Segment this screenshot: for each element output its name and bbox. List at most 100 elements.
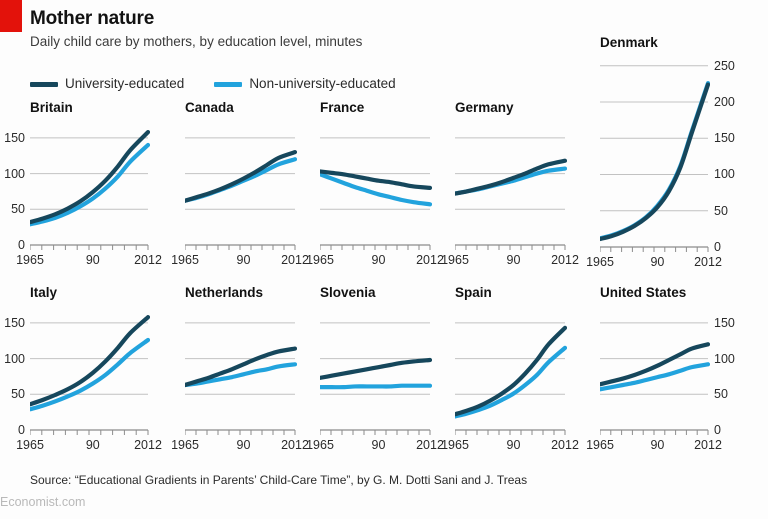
economist-red-tab bbox=[0, 0, 22, 32]
panel-denmark: Denmark 0 50 100 150 200 250 1965 90 2012 bbox=[586, 35, 748, 285]
panel-germany: Germany 1965 90 2012 bbox=[441, 100, 605, 285]
x-axis-tick-label: 2012 bbox=[281, 438, 309, 452]
source-note: Source: “Educational Gradients in Parent… bbox=[30, 473, 528, 487]
panel-britain: Britain 0 50 100 150 1965 90 2012 bbox=[4, 100, 188, 285]
x-axis-tick-label: 2012 bbox=[694, 255, 722, 269]
panel-slovenia: Slovenia 1965 90 2012 bbox=[306, 285, 470, 470]
legend-swatch-university bbox=[30, 81, 58, 87]
x-axis-tick-label: 1965 bbox=[441, 253, 469, 267]
panel-title: United States bbox=[600, 285, 687, 300]
panel-united-states: United States 0 50 100 150 1965 90 2012 bbox=[586, 285, 748, 470]
series-line-university bbox=[320, 169, 432, 190]
x-axis-tick-label: 2012 bbox=[281, 253, 309, 267]
small-multiples-grid: Britain 0 50 100 150 1965 90 2012 Canada 1965 90 20… bbox=[0, 35, 768, 465]
y-axis-tick-label: 0 bbox=[18, 238, 25, 252]
x-axis-tick-label: 1965 bbox=[171, 253, 199, 267]
series-line-university bbox=[185, 346, 297, 388]
page-subtitle: Daily child care by mothers, by educatio… bbox=[30, 34, 363, 49]
chart-header: Mother nature Daily child care by mother… bbox=[30, 8, 740, 50]
x-axis-tick-label: 2012 bbox=[694, 438, 722, 452]
series-line-non-university bbox=[600, 81, 710, 241]
x-axis-tick-label: 1965 bbox=[586, 438, 614, 452]
panel-italy: Italy 0 50 100 150 1965 90 2012 bbox=[4, 285, 188, 470]
y-axis-tick-label: 0 bbox=[714, 240, 721, 254]
series-line-university bbox=[455, 325, 567, 417]
y-axis-tick-label: 50 bbox=[11, 202, 25, 217]
plot-area bbox=[30, 315, 150, 435]
series-line-university bbox=[30, 315, 150, 407]
panel-title: Italy bbox=[30, 285, 58, 300]
plot-area bbox=[600, 65, 710, 252]
panel-netherlands: Netherlands 1965 90 2012 bbox=[171, 285, 335, 470]
series-line-non-university bbox=[455, 345, 567, 419]
y-axis-tick-label: 150 bbox=[714, 131, 735, 146]
x-axis-tick-label: 90 bbox=[85, 253, 100, 267]
x-axis-tick-label: 1965 bbox=[306, 438, 334, 452]
panel-title: Denmark bbox=[600, 35, 658, 50]
x-axis-tick-label: 2012 bbox=[416, 438, 444, 452]
plot-area bbox=[320, 322, 432, 435]
panel-france: France 1965 90 2012 bbox=[306, 100, 470, 285]
x-axis-tick-label: 90 bbox=[236, 438, 251, 452]
x-axis-tick-label: 1965 bbox=[171, 438, 199, 452]
series-line-university bbox=[185, 150, 297, 203]
y-axis-tick-label: 100 bbox=[4, 166, 25, 181]
x-axis-tick-label: 90 bbox=[650, 255, 665, 269]
x-axis-tick-label: 90 bbox=[236, 253, 251, 267]
panel-title: Slovenia bbox=[320, 285, 376, 300]
series-line-university bbox=[455, 158, 567, 196]
x-axis-tick-label: 2012 bbox=[134, 253, 162, 267]
y-axis-tick-label: 100 bbox=[714, 167, 735, 182]
x-axis-tick-label: 2012 bbox=[416, 253, 444, 267]
x-axis-tick-label: 90 bbox=[85, 438, 100, 452]
series-line-non-university bbox=[320, 383, 432, 390]
legend-item-non-university: Non-university-educated bbox=[214, 76, 396, 92]
economist-footer: Economist.com bbox=[0, 495, 86, 509]
x-axis-tick-label: 90 bbox=[371, 253, 386, 267]
x-axis-tick-label: 1965 bbox=[306, 253, 334, 267]
y-axis-tick-label: 50 bbox=[714, 387, 728, 402]
plot-area bbox=[30, 130, 150, 250]
panel-title: Netherlands bbox=[185, 285, 264, 300]
y-axis-tick-label: 0 bbox=[18, 423, 25, 437]
series-line-non-university bbox=[30, 337, 150, 412]
y-axis-tick-label: 200 bbox=[714, 94, 735, 109]
x-axis-tick-label: 2012 bbox=[134, 438, 162, 452]
page-title: Mother nature bbox=[30, 8, 155, 29]
x-axis-tick-label: 1965 bbox=[586, 255, 614, 269]
series-line-non-university bbox=[600, 362, 710, 392]
legend-label-non-university: Non-university-educated bbox=[249, 76, 396, 91]
plot-area bbox=[600, 322, 710, 435]
legend-label-university: University-educated bbox=[65, 76, 185, 91]
series-line-university bbox=[30, 130, 150, 225]
x-axis-tick-label: 90 bbox=[650, 438, 665, 452]
y-axis-tick-label: 250 bbox=[714, 58, 735, 73]
panel-title: Spain bbox=[455, 285, 492, 300]
legend-swatch-non-university bbox=[214, 81, 243, 87]
legend-item-university: University-educated bbox=[30, 76, 184, 92]
x-axis-tick-label: 90 bbox=[371, 438, 386, 452]
panel-title: Canada bbox=[185, 100, 234, 115]
y-axis-tick-label: 50 bbox=[11, 387, 25, 402]
plot-area bbox=[185, 322, 297, 435]
x-axis-tick-label: 90 bbox=[506, 438, 521, 452]
series-line-non-university bbox=[320, 172, 432, 207]
y-axis-tick-label: 100 bbox=[714, 351, 735, 366]
y-axis-tick-label: 100 bbox=[4, 351, 25, 366]
panel-title: Britain bbox=[30, 100, 73, 115]
x-axis-tick-label: 1965 bbox=[16, 438, 44, 452]
series-line-university bbox=[320, 357, 432, 380]
x-axis-tick-label: 2012 bbox=[551, 438, 579, 452]
series-line-non-university bbox=[30, 142, 150, 227]
panel-canada: Canada 1965 90 2012 bbox=[171, 100, 335, 285]
y-axis-tick-label: 150 bbox=[4, 130, 25, 145]
panel-title: France bbox=[320, 100, 365, 115]
x-axis-tick-label: 1965 bbox=[441, 438, 469, 452]
y-axis-tick-label: 0 bbox=[714, 423, 721, 437]
panel-spain: Spain 1965 90 2012 bbox=[441, 285, 605, 470]
series-line-university bbox=[600, 342, 710, 387]
y-axis-tick-label: 50 bbox=[714, 203, 728, 218]
series-line-non-university bbox=[185, 362, 297, 388]
x-axis-tick-label: 90 bbox=[506, 253, 521, 267]
